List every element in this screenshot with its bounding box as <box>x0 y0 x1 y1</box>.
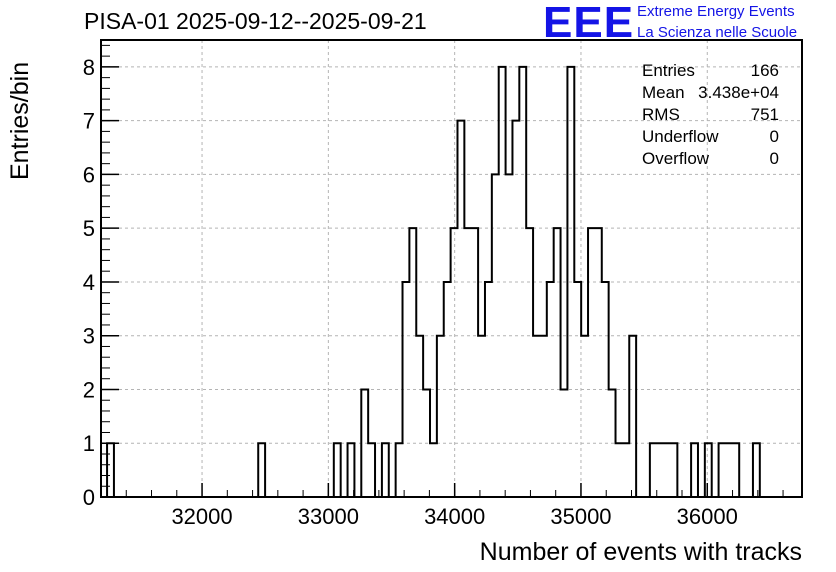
x-tick-label: 33000 <box>298 504 359 529</box>
x-tick-label: 35000 <box>550 504 611 529</box>
stat-value: 166 <box>750 61 779 80</box>
y-tick-label: 7 <box>83 109 95 134</box>
stat-value: 0 <box>769 149 779 168</box>
y-tick-label: 5 <box>83 216 95 241</box>
stat-value: 751 <box>750 105 779 124</box>
y-tick-label: 1 <box>83 431 95 456</box>
x-tick-label: 32000 <box>171 504 232 529</box>
stat-row-rms: RMS 751 <box>642 104 779 126</box>
stat-value: 3.438e+04 <box>698 83 779 102</box>
stat-row-mean: Mean 3.438e+04 <box>642 82 779 104</box>
stat-label: Underflow <box>642 127 719 146</box>
eee-logo: EEE <box>543 0 635 47</box>
stat-row-overflow: Overflow 0 <box>642 148 779 170</box>
stat-label: Mean <box>642 83 685 102</box>
y-tick-label: 0 <box>83 485 95 510</box>
y-tick-label: 8 <box>83 55 95 80</box>
stat-value: 0 <box>769 127 779 146</box>
x-tick-label: 36000 <box>677 504 738 529</box>
x-tick-label: 34000 <box>424 504 485 529</box>
logo-subtitle-2: La Scienza nelle Scuole <box>637 24 798 41</box>
y-axis-label: Entries/bin <box>6 61 34 180</box>
axis-ticks <box>100 44 784 498</box>
y-tick-label: 2 <box>83 377 95 402</box>
chart-title: PISA-01 2025-09-12--2025-09-21 <box>84 8 427 34</box>
tick-labels: 0 1 2 3 4 5 6 7 8 32000 33000 34000 35000 36000 <box>83 55 738 529</box>
stat-label: Entries <box>642 61 695 80</box>
plot-frame <box>100 39 803 498</box>
stat-label: RMS <box>642 105 680 124</box>
y-tick-label: 4 <box>83 270 95 295</box>
stats-box: Entries 166 Mean 3.438e+04 RMS 751 Under… <box>642 60 779 170</box>
stat-row-entries: Entries 166 <box>642 60 779 82</box>
logo-subtitle-1: Extreme Energy Events <box>637 3 795 20</box>
stat-row-underflow: Underflow 0 <box>642 126 779 148</box>
y-tick-label: 3 <box>83 324 95 349</box>
x-axis-label: Number of events with tracks <box>479 538 802 566</box>
histogram-series-line <box>106 65 767 498</box>
y-tick-label: 6 <box>83 162 95 187</box>
stat-label: Overflow <box>642 149 710 168</box>
